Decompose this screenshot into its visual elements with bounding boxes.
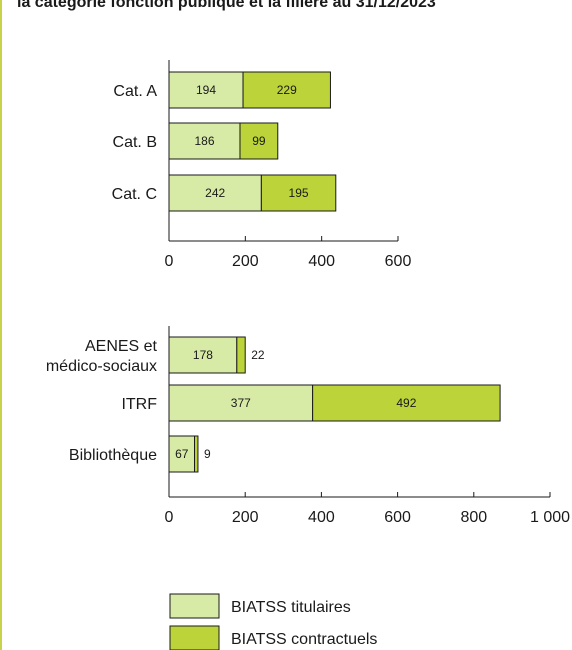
bar-segment (260, 174, 337, 212)
x-tick-label: 400 (308, 253, 335, 270)
x-tick-label: 600 (385, 253, 412, 270)
data-label: 242 (205, 186, 225, 200)
data-label: 178 (193, 348, 213, 362)
legend: BIATSS titulaires BIATSS contractuels (169, 593, 377, 650)
bar-segment (168, 174, 262, 212)
data-label: 186 (194, 134, 214, 148)
category-label: Cat. C (112, 186, 157, 203)
x-tick-label: 0 (165, 509, 174, 526)
x-tick-label: 800 (460, 509, 487, 526)
x-tick-label: 0 (165, 253, 174, 270)
data-label: 9 (204, 447, 211, 461)
chart-title: la catégorie fonction publique et la fil… (17, 0, 436, 11)
x-tick-label: 400 (308, 509, 335, 526)
bar-segment (168, 122, 241, 160)
category-label: AENES et médico-sociaux (46, 338, 158, 375)
bar-segment (236, 336, 246, 374)
chart-panel-1: 0 200 400 600 194 229 Cat. A 186 99 Cat. B 242 195 C… (112, 60, 412, 270)
bar-segment (168, 435, 196, 473)
category-label: Cat. A (113, 83, 157, 100)
bar-segment (168, 336, 238, 374)
data-label: 229 (277, 83, 297, 97)
data-label: 377 (231, 396, 251, 410)
bar-segment (242, 71, 331, 109)
x-tick-label: 200 (232, 253, 259, 270)
bar-segment (194, 435, 199, 473)
category-label: Bibliothèque (69, 447, 157, 464)
legend-label: BIATSS titulaires (231, 599, 351, 616)
x-tick-label: 600 (384, 509, 411, 526)
data-label: 492 (396, 396, 416, 410)
legend-label: BIATSS contractuels (231, 631, 377, 648)
data-label: 194 (196, 83, 216, 97)
legend-swatch (169, 625, 220, 650)
chart-panel-2: 0 200 400 600 800 1 000 178 22 AENES et médico-so… (46, 326, 570, 526)
data-label: 22 (251, 348, 265, 362)
bar-segment (312, 384, 501, 422)
left-accent-rule (0, 0, 2, 650)
x-tick-label: 1 000 (530, 509, 570, 526)
category-label: ITRF (121, 396, 157, 413)
x-tick-label: 200 (232, 509, 259, 526)
data-label: 99 (252, 134, 266, 148)
bar-segment (239, 122, 279, 160)
category-label: Cat. B (113, 134, 157, 151)
legend-swatch (169, 593, 220, 619)
bar-segment (168, 384, 314, 422)
data-label: 195 (289, 186, 309, 200)
data-label: 67 (175, 447, 189, 461)
